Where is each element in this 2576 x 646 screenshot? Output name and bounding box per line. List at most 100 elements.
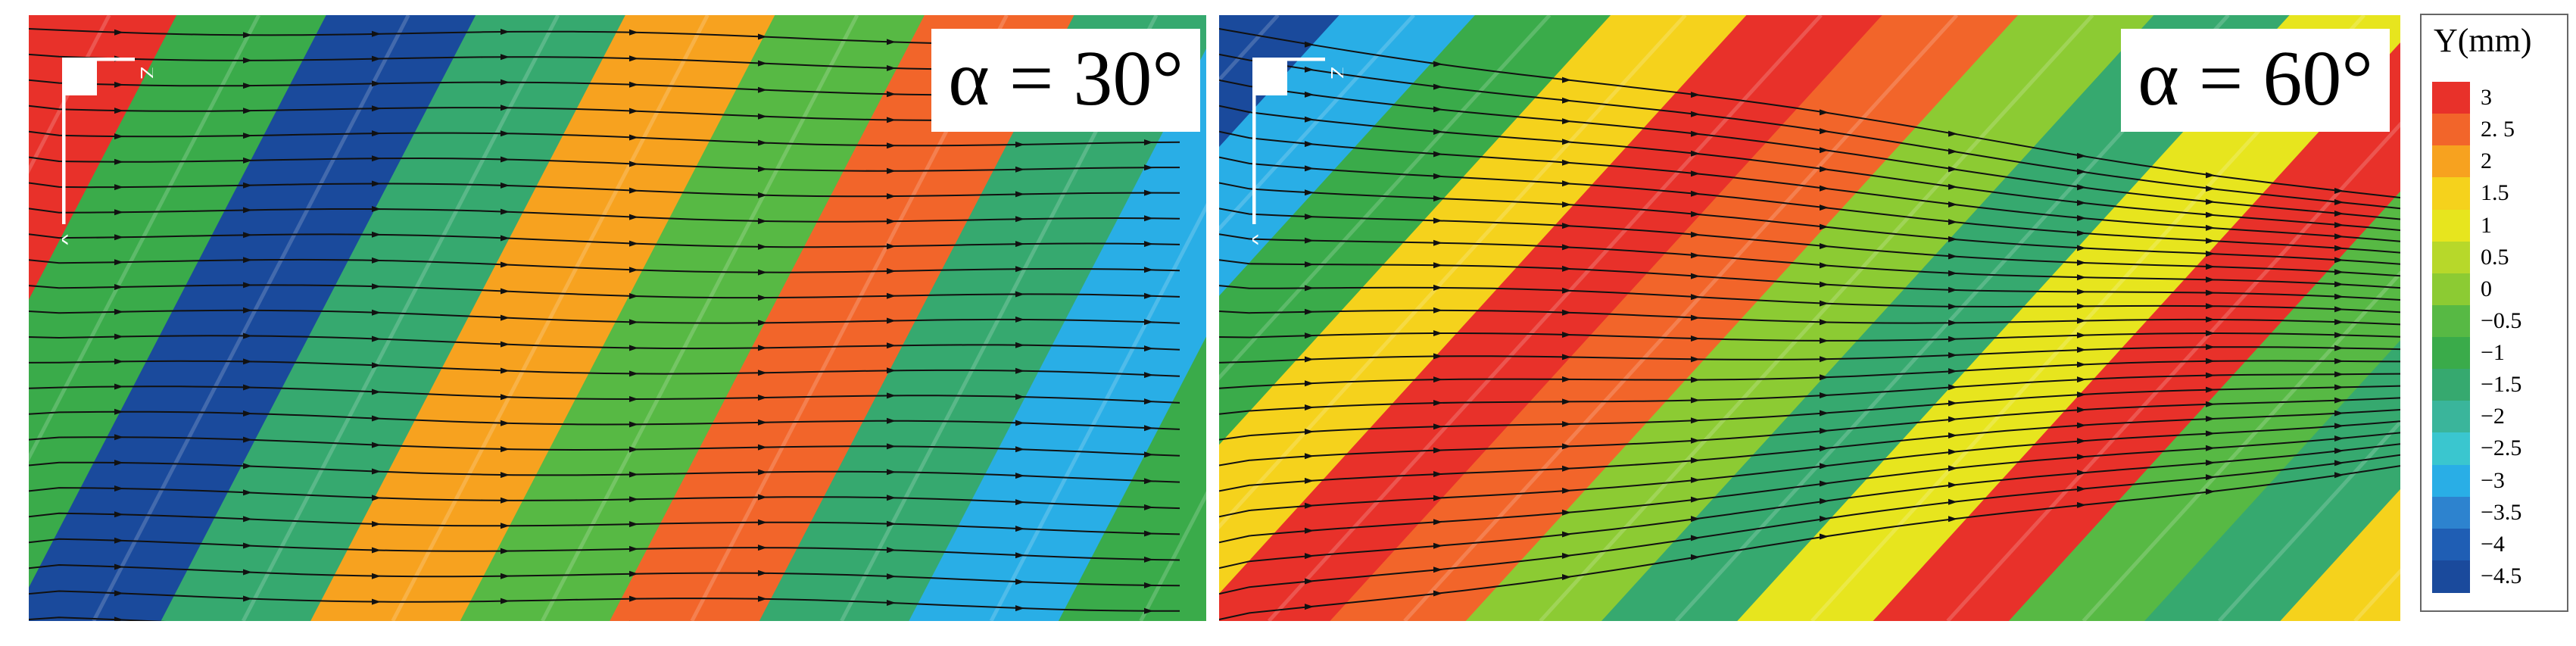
streamline-arrow bbox=[887, 91, 896, 98]
streamline-arrow bbox=[887, 342, 896, 349]
contour-panel-alpha-60: Z X α = 60° bbox=[1219, 15, 2400, 621]
streamline-arrow bbox=[1691, 273, 1700, 279]
streamline-arrow bbox=[2206, 238, 2215, 244]
streamline-arrow bbox=[114, 259, 123, 266]
streamline-arrow bbox=[2334, 319, 2344, 326]
streamline-arrow bbox=[2206, 488, 2215, 495]
colorbar-swatch bbox=[2432, 432, 2470, 466]
streamline-arrow bbox=[2206, 172, 2215, 179]
streamline-arrow bbox=[114, 408, 123, 415]
streamline-arrow bbox=[887, 317, 896, 324]
streamline-arrow bbox=[1433, 151, 1442, 158]
streamline-arrow bbox=[2206, 198, 2215, 205]
colorbar-tick-label: 2 bbox=[2481, 148, 2492, 174]
streamline-arrow bbox=[1691, 496, 1700, 503]
streamline-arrow bbox=[2206, 251, 2215, 257]
streamline-arrow bbox=[629, 29, 638, 36]
streamline-arrow bbox=[1562, 139, 1571, 145]
streamline-arrow bbox=[1948, 183, 1957, 190]
streamline-arrow bbox=[1820, 533, 1829, 540]
contour-streak bbox=[1539, 15, 2094, 621]
streamline-arrow bbox=[501, 156, 510, 163]
axis-triad-icon: Z X bbox=[62, 58, 153, 262]
streamline bbox=[29, 233, 1180, 248]
streamline-arrow bbox=[1015, 394, 1024, 400]
streamline-arrow bbox=[501, 573, 510, 579]
streamline-arrow bbox=[1562, 332, 1571, 338]
streamline-arrow bbox=[2206, 372, 2215, 379]
contour-streak bbox=[1219, 15, 1687, 530]
streamline-arrow bbox=[887, 367, 896, 374]
streamline-arrow bbox=[887, 193, 896, 200]
streamline-arrow bbox=[887, 243, 896, 250]
streamline-arrow bbox=[243, 569, 252, 576]
streamline-arrow bbox=[1948, 432, 1957, 438]
streamline-arrow bbox=[2334, 448, 2344, 454]
contour-streak bbox=[541, 15, 859, 621]
streamline-arrow bbox=[1433, 423, 1442, 430]
streamline-arrow bbox=[629, 161, 638, 167]
streamline bbox=[1219, 385, 2400, 441]
streamline-arrow bbox=[1948, 384, 1957, 391]
streamline-arrow bbox=[2334, 281, 2344, 288]
streamline-arrow bbox=[2206, 430, 2215, 437]
streamline-arrow bbox=[1562, 574, 1571, 580]
streamline-arrow bbox=[1820, 516, 1829, 522]
streamline-arrow bbox=[1820, 109, 1829, 116]
streamline-arrow bbox=[758, 218, 767, 224]
streamline-arrow bbox=[1015, 420, 1024, 426]
streamline-arrow bbox=[2077, 346, 2086, 353]
streamline-arrow bbox=[629, 214, 638, 220]
streamline-arrow bbox=[1562, 287, 1571, 294]
streamline-arrow bbox=[1433, 217, 1442, 224]
streamline-arrow bbox=[1948, 335, 1957, 342]
streamline-arrow bbox=[2206, 303, 2215, 310]
streamline-arrow bbox=[2334, 245, 2344, 251]
streamline-arrow bbox=[887, 218, 896, 225]
streamline-arrow bbox=[2206, 386, 2215, 393]
streamline-arrow bbox=[1015, 605, 1024, 612]
streamline-arrow bbox=[1820, 223, 1829, 230]
colorbar-swatch bbox=[2432, 304, 2470, 338]
streamline-arrow bbox=[1433, 376, 1442, 383]
contour-streak bbox=[1219, 15, 1416, 232]
streamline-arrow bbox=[2206, 186, 2215, 192]
streamline-arrow bbox=[243, 489, 252, 496]
streamline-arrow bbox=[2334, 371, 2344, 378]
streamline bbox=[29, 461, 1180, 483]
streamline-arrow bbox=[629, 396, 638, 402]
axis-z-label: Z bbox=[1327, 67, 1343, 79]
streamline-arrow bbox=[1820, 166, 1829, 173]
contour-band bbox=[1601, 15, 2291, 621]
streamline-arrow bbox=[1820, 463, 1829, 470]
colorbar-tick-label: −3 bbox=[2481, 467, 2505, 493]
streamline-arrow bbox=[1691, 417, 1700, 424]
streamline-arrow bbox=[1820, 204, 1829, 211]
streamline-arrow bbox=[1015, 241, 1024, 248]
streamline-arrow bbox=[1562, 244, 1571, 251]
streamline-arrow bbox=[2077, 168, 2086, 175]
streamline-arrow bbox=[1691, 111, 1700, 117]
colorbar-swatch bbox=[2432, 209, 2470, 242]
streamline-arrow bbox=[2334, 345, 2344, 351]
streamline-arrow bbox=[1144, 164, 1153, 171]
streamline-arrow bbox=[114, 158, 123, 165]
streamline bbox=[1219, 208, 2400, 277]
streamline-arrow bbox=[1562, 76, 1571, 83]
streamline-arrow bbox=[1562, 531, 1571, 538]
streamline-arrow bbox=[1820, 281, 1829, 288]
streamline-arrow bbox=[629, 421, 638, 428]
streamline-arrow bbox=[629, 595, 638, 602]
streamline-arrow bbox=[758, 570, 767, 576]
streamline-arrow bbox=[114, 460, 123, 466]
streamline-arrow bbox=[2077, 152, 2086, 159]
streamline bbox=[29, 284, 1180, 299]
streamline bbox=[1219, 409, 2400, 492]
streamline-arrow bbox=[758, 86, 767, 93]
colorbar-swatch bbox=[2432, 401, 2470, 434]
streamline-arrow bbox=[2334, 384, 2344, 391]
streamline-arrow bbox=[501, 130, 510, 137]
streamline-arrow bbox=[501, 420, 510, 426]
colorbar-tick-label: −3.5 bbox=[2481, 499, 2522, 525]
streamline-arrow bbox=[243, 516, 252, 523]
